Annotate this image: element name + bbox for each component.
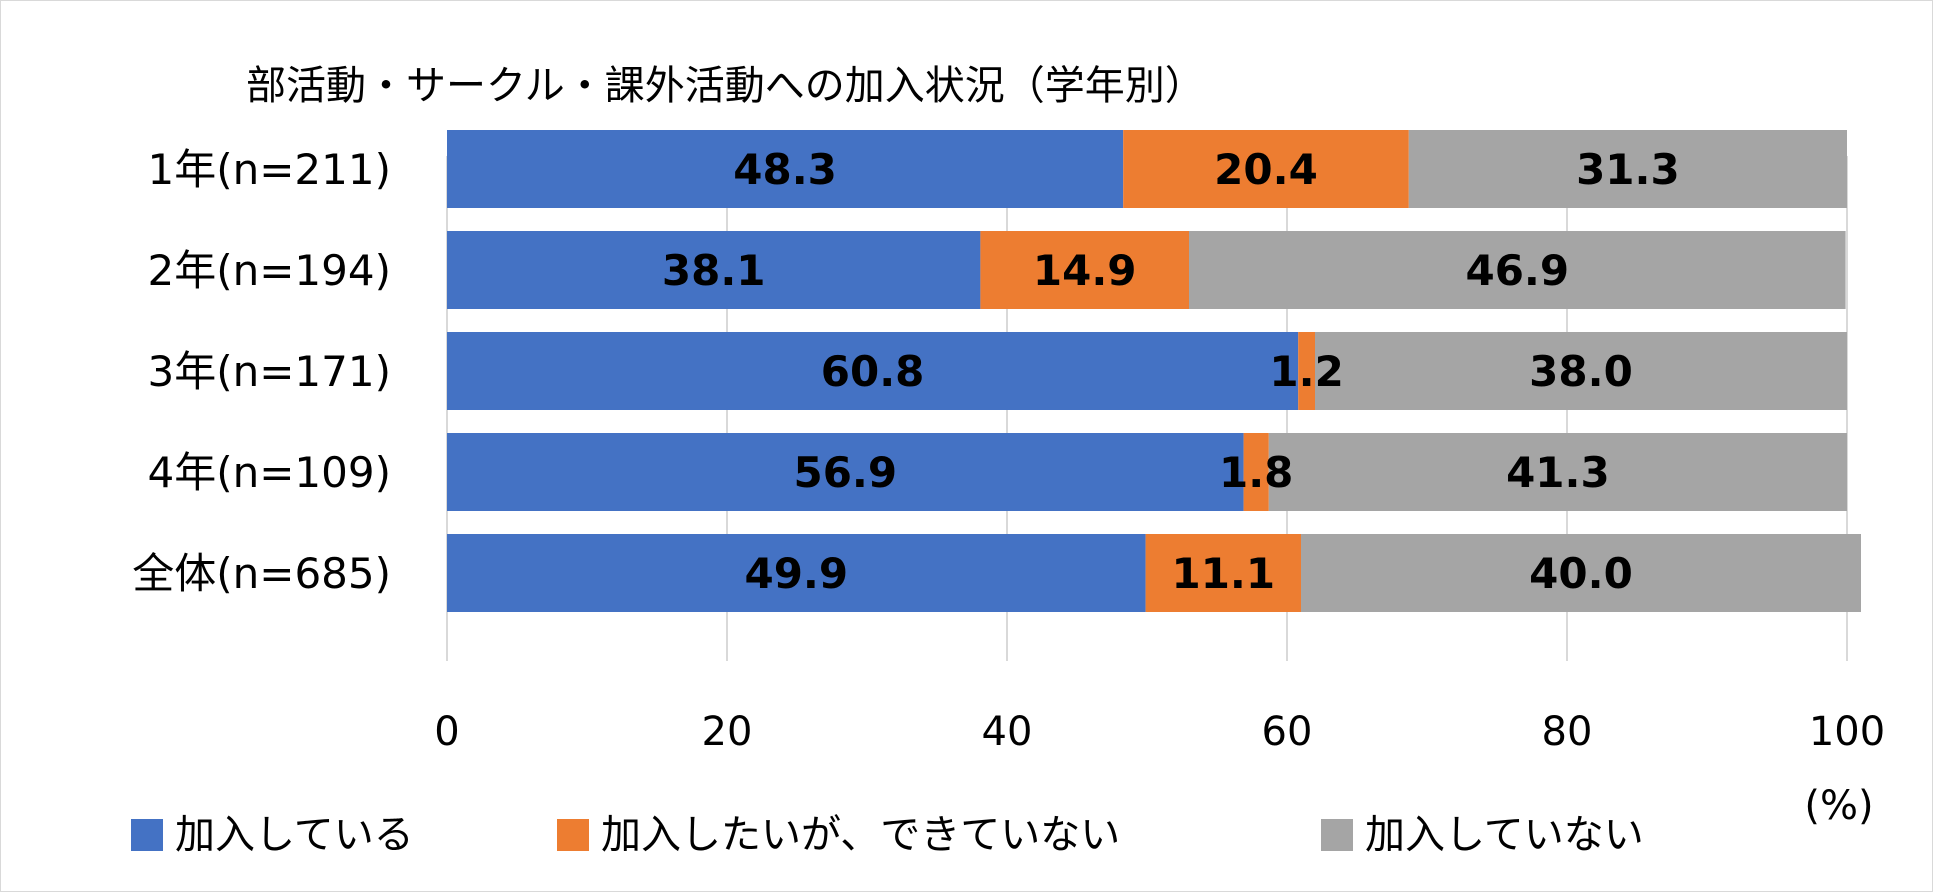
bar-segment — [1145, 534, 1301, 612]
legend-label: 加入している — [175, 812, 414, 858]
data-label: 31.3 — [1576, 145, 1680, 194]
chart-title: 部活動・サークル・課外活動への加入状況（学年別） — [246, 63, 1205, 109]
x-tick-label: 80 — [1542, 709, 1593, 755]
category-label: 3年(n=171) — [148, 347, 391, 396]
bar-segment — [1301, 534, 1861, 612]
bar-segment — [1268, 433, 1847, 511]
bar-segment — [447, 332, 1299, 410]
category-label: 全体(n=685) — [132, 549, 391, 598]
legend-swatch — [1321, 819, 1353, 851]
data-label: 41.3 — [1506, 448, 1610, 497]
legend: 加入している 加入したいが、できていない 加入していない — [131, 812, 1644, 858]
category-labels: 1年(n=211) 2年(n=194) 3年(n=171) 4年(n=109) 全体(n… — [132, 145, 391, 598]
x-unit-label: (%) — [1804, 783, 1873, 829]
data-label: 48.3 — [733, 145, 837, 194]
data-label: 11.1 — [1171, 549, 1275, 598]
bar-segment — [447, 231, 981, 309]
bar-segment — [1298, 332, 1315, 410]
data-label: 38.0 — [1529, 347, 1633, 396]
data-label: 56.9 — [793, 448, 897, 497]
bar-segment — [447, 534, 1146, 612]
category-label: 4年(n=109) — [148, 448, 391, 497]
x-tick-label: 60 — [1262, 709, 1313, 755]
x-tick-label: 20 — [702, 709, 753, 755]
bar-segment — [447, 433, 1244, 511]
bar-segment — [980, 231, 1189, 309]
x-tick-label: 40 — [982, 709, 1033, 755]
legend-swatch — [131, 819, 163, 851]
category-label: 1年(n=211) — [148, 145, 391, 194]
legend-label: 加入したいが、できていない — [601, 812, 1120, 858]
legend-swatch — [557, 819, 589, 851]
data-label: 1.8 — [1219, 448, 1293, 497]
data-label: 40.0 — [1529, 549, 1633, 598]
data-label: 60.8 — [821, 347, 925, 396]
bar-segment — [1123, 130, 1409, 208]
bar-segment — [1189, 231, 1846, 309]
data-label: 14.9 — [1033, 246, 1137, 295]
bars — [447, 130, 1861, 612]
x-tick-label: 0 — [434, 709, 459, 755]
bar-segment — [1243, 433, 1269, 511]
category-label: 2年(n=194) — [148, 246, 391, 295]
data-label: 1.2 — [1269, 347, 1343, 396]
x-tick-label: 100 — [1809, 709, 1885, 755]
data-labels: 48.3 20.4 31.3 38.1 14.9 46.9 60.8 1.2 38.0 56.9 1… — [662, 145, 1680, 598]
x-axis-ticks: 0 20 40 60 80 100 — [434, 709, 1885, 755]
bar-segment — [1408, 130, 1847, 208]
legend-label: 加入していない — [1365, 812, 1644, 858]
data-label: 20.4 — [1214, 145, 1318, 194]
data-label: 38.1 — [662, 246, 766, 295]
data-label: 46.9 — [1465, 246, 1569, 295]
data-label: 49.9 — [744, 549, 848, 598]
bar-segment — [1315, 332, 1847, 410]
bar-segment — [447, 130, 1124, 208]
